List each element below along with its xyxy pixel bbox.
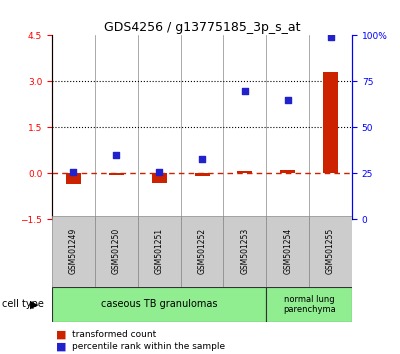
Text: GSM501251: GSM501251 [155, 228, 164, 274]
Text: GSM501249: GSM501249 [69, 228, 78, 274]
Text: ▶: ▶ [30, 299, 38, 309]
Bar [266, 287, 352, 322]
Bar [224, 216, 266, 287]
Bar [66, 173, 81, 184]
Bar [194, 173, 210, 176]
Text: cell type: cell type [2, 299, 44, 309]
Point [156, 169, 162, 175]
Bar [138, 216, 180, 287]
Text: GSM501250: GSM501250 [112, 228, 121, 274]
Text: GSM501255: GSM501255 [326, 228, 335, 274]
Bar [52, 216, 95, 287]
Text: normal lung
parenchyma: normal lung parenchyma [283, 295, 336, 314]
Point [199, 156, 205, 161]
Bar [109, 173, 124, 175]
Bar [95, 216, 138, 287]
Point [113, 152, 120, 158]
Text: percentile rank within the sample: percentile rank within the sample [72, 342, 225, 352]
Bar [180, 216, 224, 287]
Text: ■: ■ [56, 330, 66, 339]
Bar [266, 216, 309, 287]
Bar [237, 171, 252, 173]
Point [284, 97, 291, 103]
Bar [309, 216, 352, 287]
Bar [280, 170, 295, 173]
Text: GSM501253: GSM501253 [240, 228, 249, 274]
Point [242, 88, 248, 93]
Text: ■: ■ [56, 342, 66, 352]
Point [70, 169, 77, 175]
Bar [152, 173, 167, 183]
Bar [52, 287, 266, 322]
Point [327, 34, 334, 40]
Text: GSM501254: GSM501254 [283, 228, 292, 274]
Text: GSM501252: GSM501252 [198, 228, 206, 274]
Text: transformed count: transformed count [72, 330, 156, 339]
Bar [323, 72, 338, 173]
Text: caseous TB granulomas: caseous TB granulomas [101, 299, 217, 309]
Title: GDS4256 / g13775185_3p_s_at: GDS4256 / g13775185_3p_s_at [104, 21, 300, 34]
